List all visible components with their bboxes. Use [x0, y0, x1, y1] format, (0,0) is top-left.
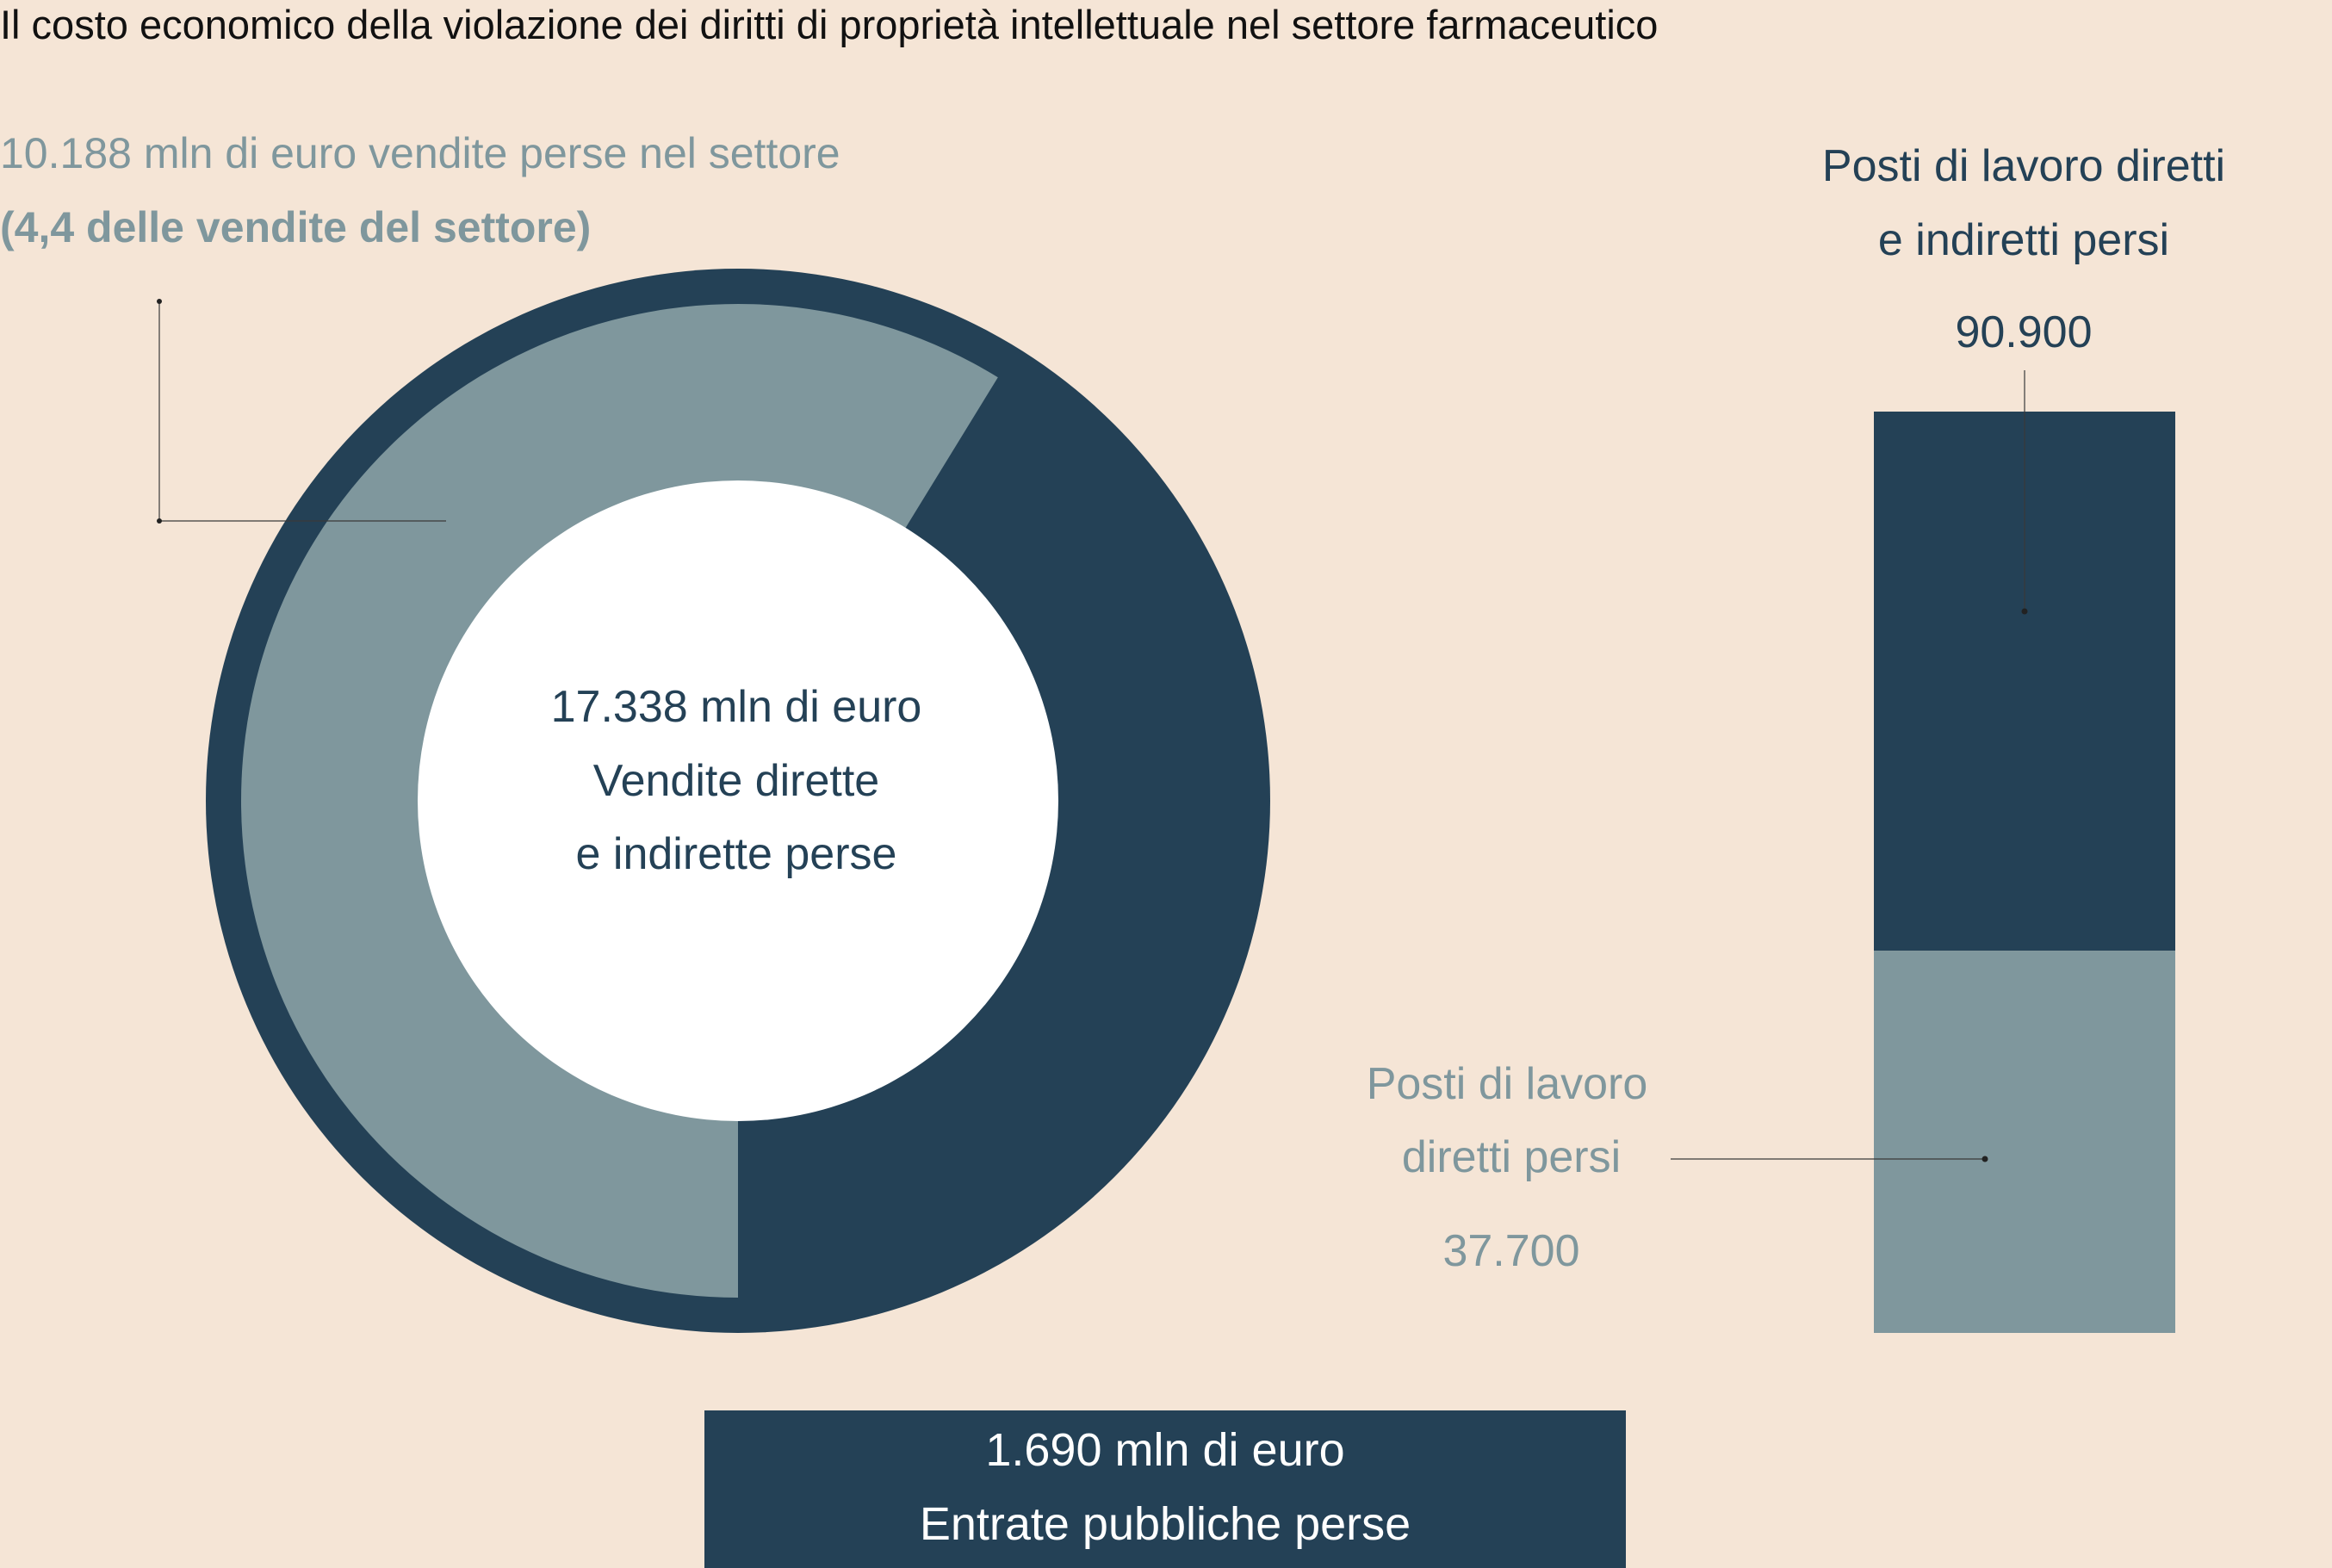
- leader-dot: [157, 518, 162, 524]
- donut-slice-label-line-1: 10.188 mln di euro vendite perse nel set…: [0, 129, 840, 177]
- public-revenue-label: Entrate pubbliche perse: [919, 1498, 1411, 1550]
- leader-dot: [2021, 608, 2028, 615]
- public-revenue-value: 1.690 mln di euro: [985, 1424, 1345, 1476]
- bar-total-label-line-1: Posti di lavoro diretti: [1821, 141, 2226, 191]
- donut-center-label-line-1: Vendite dirette: [592, 756, 880, 806]
- leader-dot: [1982, 1156, 1988, 1162]
- bar-segment-label-line-1: Posti di lavoro: [1366, 1059, 1648, 1109]
- donut-center-label-line-2: e indirette perse: [575, 829, 897, 879]
- bar-total-label-line-2: e indiretti persi: [1877, 215, 2170, 265]
- donut-chart: [206, 269, 1270, 1333]
- bar-segment-label-line-2: diretti persi: [1401, 1132, 1622, 1182]
- leader-lines: [157, 299, 2028, 1162]
- page-title: Il costo economico della violazione dei …: [0, 2, 1659, 47]
- bar-segment-value: 37.700: [1442, 1226, 1580, 1276]
- public-revenue-box: [704, 1410, 1626, 1568]
- donut-slice-label-line-2: (4,4 delle vendite del settore): [0, 203, 592, 251]
- leader-dot: [157, 299, 162, 304]
- bar-total-value: 90.900: [1955, 307, 2093, 357]
- bar-segment-direct: [1874, 951, 2175, 1333]
- donut-center-hole: [418, 480, 1058, 1121]
- donut-center-value: 17.338 mln di euro: [550, 682, 922, 732]
